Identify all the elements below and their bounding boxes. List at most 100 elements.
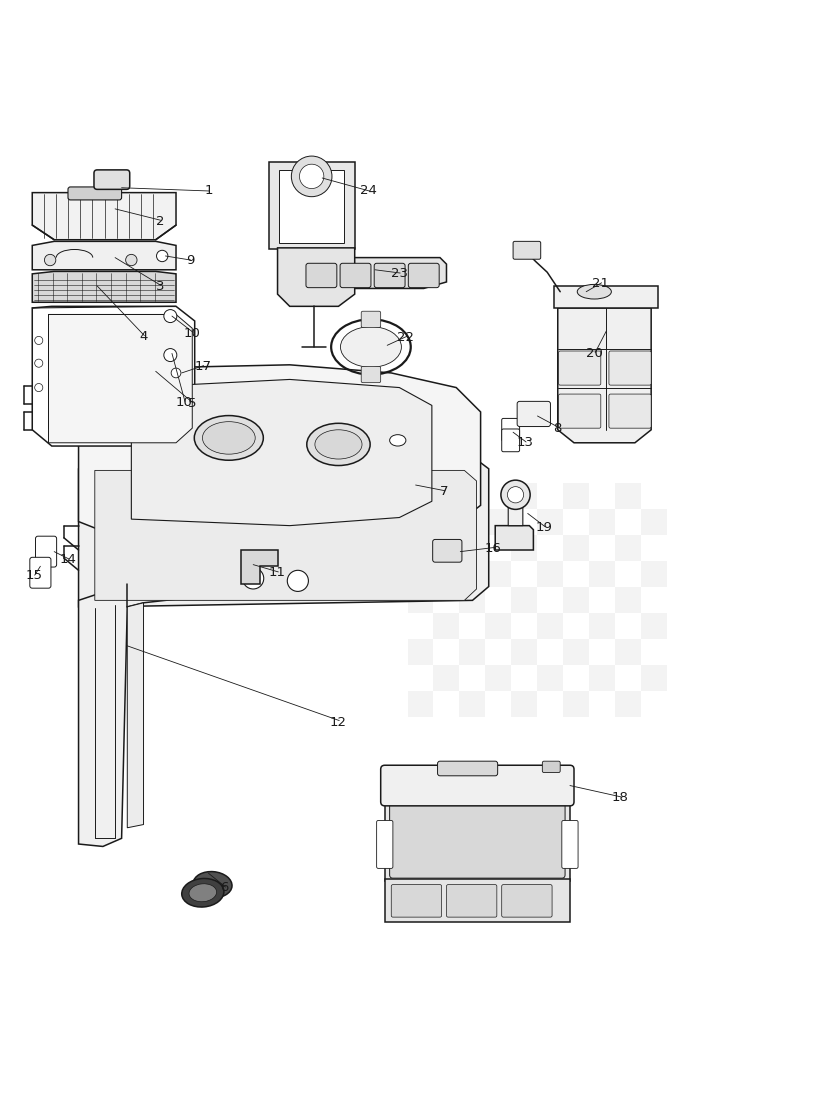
- Ellipse shape: [182, 879, 224, 908]
- FancyBboxPatch shape: [502, 418, 520, 441]
- Polygon shape: [385, 798, 570, 881]
- Circle shape: [508, 486, 524, 503]
- FancyBboxPatch shape: [36, 536, 56, 568]
- Text: 10: 10: [176, 396, 192, 409]
- Polygon shape: [270, 162, 355, 250]
- FancyBboxPatch shape: [502, 429, 520, 452]
- Text: 24: 24: [360, 185, 377, 198]
- Bar: [408, 586, 434, 613]
- Circle shape: [243, 568, 264, 588]
- Polygon shape: [292, 257, 447, 288]
- Bar: [460, 638, 486, 664]
- Bar: [512, 483, 537, 508]
- Text: 8: 8: [553, 421, 562, 434]
- FancyBboxPatch shape: [558, 351, 601, 385]
- Text: 23: 23: [391, 267, 408, 280]
- FancyBboxPatch shape: [340, 263, 371, 288]
- Text: 18: 18: [612, 791, 628, 804]
- Circle shape: [164, 349, 177, 362]
- Text: 22: 22: [398, 331, 414, 343]
- Bar: [615, 483, 641, 508]
- Bar: [486, 561, 512, 586]
- Polygon shape: [241, 550, 278, 584]
- FancyBboxPatch shape: [609, 394, 651, 428]
- FancyBboxPatch shape: [433, 539, 462, 562]
- FancyBboxPatch shape: [391, 884, 442, 917]
- Bar: [434, 508, 460, 535]
- Bar: [641, 613, 667, 638]
- Polygon shape: [385, 879, 570, 922]
- FancyBboxPatch shape: [513, 241, 540, 260]
- Ellipse shape: [193, 871, 232, 898]
- Ellipse shape: [306, 424, 370, 465]
- Bar: [512, 691, 537, 716]
- Polygon shape: [280, 169, 344, 243]
- Circle shape: [501, 480, 530, 509]
- Bar: [408, 691, 434, 716]
- Bar: [434, 561, 460, 586]
- Bar: [563, 483, 589, 508]
- Bar: [615, 586, 641, 613]
- Bar: [589, 613, 615, 638]
- Bar: [434, 664, 460, 691]
- FancyBboxPatch shape: [447, 884, 497, 917]
- Bar: [408, 535, 434, 561]
- Text: 12: 12: [330, 716, 347, 728]
- Bar: [641, 508, 667, 535]
- Text: 19: 19: [535, 520, 553, 534]
- Bar: [512, 535, 537, 561]
- FancyBboxPatch shape: [30, 558, 51, 589]
- Bar: [563, 535, 589, 561]
- FancyBboxPatch shape: [558, 394, 601, 428]
- Text: 14: 14: [59, 553, 77, 566]
- Bar: [460, 586, 486, 613]
- Bar: [563, 586, 589, 613]
- Bar: [434, 613, 460, 638]
- Polygon shape: [127, 603, 143, 828]
- Bar: [408, 483, 434, 508]
- Text: 15: 15: [25, 570, 42, 583]
- Bar: [537, 561, 563, 586]
- FancyBboxPatch shape: [94, 169, 130, 189]
- Polygon shape: [496, 526, 533, 550]
- FancyBboxPatch shape: [377, 821, 393, 868]
- Polygon shape: [557, 308, 651, 443]
- Polygon shape: [33, 272, 176, 302]
- Text: 10: 10: [184, 327, 200, 340]
- Bar: [486, 664, 512, 691]
- Polygon shape: [509, 503, 523, 526]
- FancyBboxPatch shape: [374, 263, 405, 288]
- FancyBboxPatch shape: [562, 821, 578, 868]
- Bar: [537, 613, 563, 638]
- Bar: [460, 535, 486, 561]
- Circle shape: [35, 384, 43, 392]
- Text: 11: 11: [269, 566, 286, 580]
- Text: 1: 1: [205, 185, 213, 198]
- Text: 13: 13: [517, 437, 534, 449]
- Text: 21: 21: [593, 277, 610, 290]
- Bar: [615, 691, 641, 716]
- Polygon shape: [49, 315, 192, 443]
- Text: 17: 17: [194, 360, 211, 373]
- Circle shape: [35, 359, 43, 367]
- Polygon shape: [553, 286, 658, 308]
- Text: 4: 4: [139, 330, 148, 343]
- Bar: [408, 638, 434, 664]
- Polygon shape: [33, 306, 195, 446]
- FancyBboxPatch shape: [361, 366, 381, 383]
- Bar: [615, 638, 641, 664]
- Ellipse shape: [341, 327, 402, 367]
- Circle shape: [45, 254, 55, 266]
- Text: c a r   p a r t s: c a r p a r t s: [254, 572, 430, 596]
- FancyBboxPatch shape: [381, 766, 574, 806]
- FancyBboxPatch shape: [609, 351, 651, 385]
- Bar: [641, 561, 667, 586]
- Polygon shape: [33, 192, 176, 240]
- FancyBboxPatch shape: [390, 803, 565, 878]
- Bar: [589, 664, 615, 691]
- Text: 3: 3: [156, 279, 164, 293]
- Circle shape: [156, 251, 168, 262]
- Bar: [512, 638, 537, 664]
- Circle shape: [35, 337, 43, 344]
- Text: 9: 9: [186, 254, 194, 267]
